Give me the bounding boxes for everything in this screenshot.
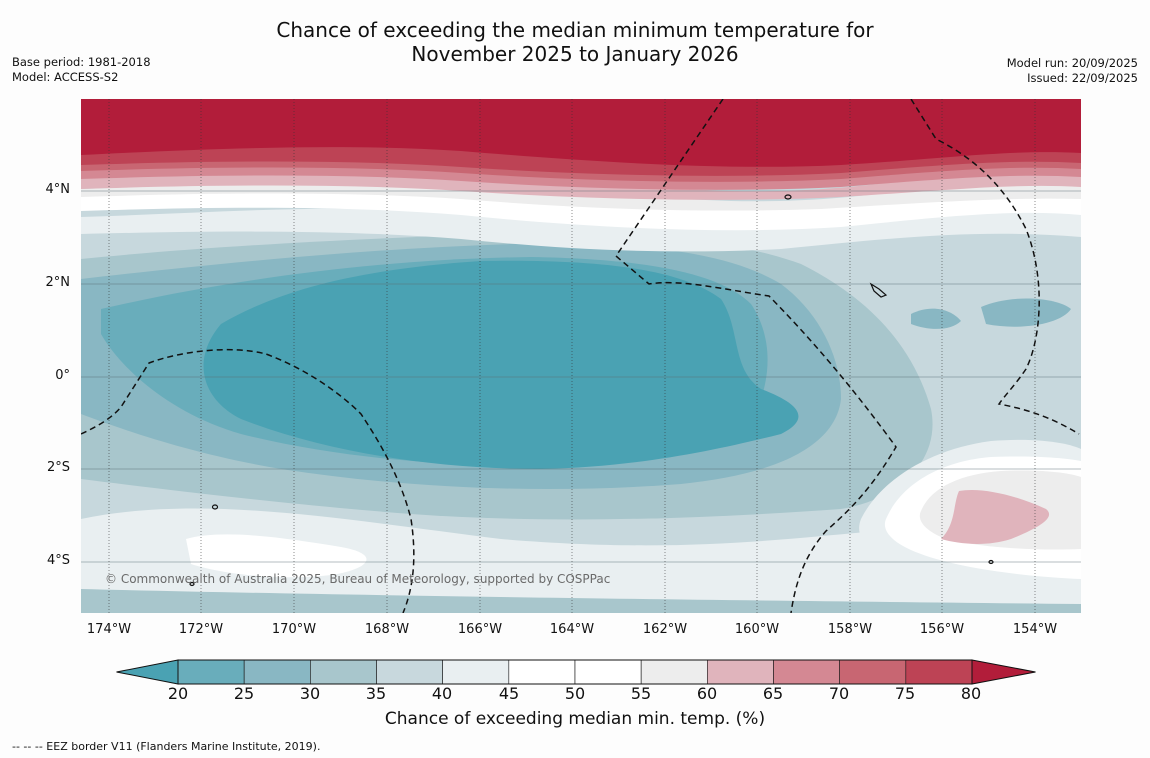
colorbar-segment bbox=[177, 659, 245, 685]
colorbar-segment bbox=[243, 659, 311, 685]
colorbar-tick-80: 80 bbox=[960, 684, 982, 703]
issued-date: Issued: 22/09/2025 bbox=[1027, 71, 1138, 85]
colorbar-tick-30: 30 bbox=[299, 684, 321, 703]
colorbar-tick-20: 20 bbox=[167, 684, 189, 703]
colorbar-segment bbox=[574, 659, 642, 685]
lon-label-170w: 170°W bbox=[271, 622, 317, 637]
colorbar-segment bbox=[839, 659, 907, 685]
lon-label-166w: 166°W bbox=[457, 622, 503, 637]
contour-below-20 bbox=[203, 260, 799, 469]
copyright-notice: © Commonwealth of Australia 2025, Bureau… bbox=[105, 572, 611, 586]
lat-label-0: 0° bbox=[55, 368, 70, 383]
islands bbox=[189, 194, 994, 587]
map-area[interactable] bbox=[81, 99, 1081, 613]
lon-label-174w: 174°W bbox=[86, 622, 132, 637]
colorbar-tick-75: 75 bbox=[894, 684, 916, 703]
colorbar-segment bbox=[376, 659, 443, 685]
base-period: Base period: 1981-2018 bbox=[12, 55, 151, 69]
lon-label-168w: 168°W bbox=[364, 622, 410, 637]
colorbar-outline-right bbox=[971, 659, 1036, 685]
lon-label-156w: 156°W bbox=[919, 622, 965, 637]
lat-label-2s: 2°S bbox=[46, 460, 70, 475]
lon-label-158w: 158°W bbox=[827, 622, 873, 637]
colorbar-tick-65: 65 bbox=[762, 684, 784, 703]
model-run: Model run: 20/09/2025 bbox=[1006, 56, 1138, 70]
footer-eez-note: -- -- -- EEZ border V11 (Flanders Marine… bbox=[12, 740, 321, 753]
colorbar-tick-50: 50 bbox=[564, 684, 586, 703]
eastern-patch-2 bbox=[981, 298, 1071, 327]
contour-north-75-80 bbox=[81, 147, 1081, 176]
contour-south-edge bbox=[81, 589, 1081, 613]
eez-borders bbox=[81, 99, 1080, 613]
gridlines bbox=[81, 190, 1081, 563]
lon-label-164w: 164°W bbox=[549, 622, 595, 637]
colorbar-segment bbox=[442, 659, 510, 685]
colorbar-tick-70: 70 bbox=[828, 684, 850, 703]
colorbar-segment bbox=[707, 659, 774, 685]
colorbar-extend-low bbox=[116, 660, 178, 684]
lon-label-162w: 162°W bbox=[642, 622, 688, 637]
lat-label-4s: 4°S bbox=[46, 553, 70, 568]
contour-40-45-south bbox=[81, 508, 1081, 613]
colorbar-tick-35: 35 bbox=[365, 684, 387, 703]
colorbar-segment bbox=[905, 659, 973, 685]
lat-label-2n: 2°N bbox=[45, 275, 71, 290]
colorbar-tick-45: 45 bbox=[498, 684, 520, 703]
colorbar-tick-25: 25 bbox=[233, 684, 255, 703]
colorbar-segments bbox=[116, 659, 1036, 685]
colorbar-segment bbox=[310, 659, 377, 685]
meta-right: Model run: 20/09/2025 Issued: 22/09/2025 bbox=[1007, 56, 1138, 86]
meta-left: Base period: 1981-2018 Model: ACCESS-S2 bbox=[12, 55, 151, 85]
lat-label-4n: 4°N bbox=[45, 182, 71, 197]
lon-label-154w: 154°W bbox=[1012, 622, 1058, 637]
model-name: Model: ACCESS-S2 bbox=[12, 70, 119, 84]
map-svg bbox=[81, 99, 1081, 613]
contour-se-60-65 bbox=[941, 489, 1050, 544]
colorbar-tick-55: 55 bbox=[630, 684, 652, 703]
map-title: Chance of exceeding the median minimum t… bbox=[0, 18, 1150, 66]
colorbar-segment bbox=[508, 659, 576, 685]
colorbar-tick-60: 60 bbox=[696, 684, 718, 703]
title-line-1: Chance of exceeding the median minimum t… bbox=[276, 18, 874, 42]
eastern-patch-1 bbox=[911, 308, 961, 329]
lon-label-160w: 160°W bbox=[734, 622, 780, 637]
lon-label-172w: 172°W bbox=[178, 622, 224, 637]
colorbar-tick-40: 40 bbox=[431, 684, 453, 703]
colorbar-segment bbox=[773, 659, 840, 685]
contour-45-50-south bbox=[186, 534, 367, 578]
colorbar-label: Chance of exceeding median min. temp. (%… bbox=[384, 709, 766, 729]
colorbar-extend-high bbox=[972, 660, 1036, 684]
colorbar bbox=[116, 659, 1036, 685]
colorbar-segment bbox=[640, 659, 708, 685]
title-line-2: November 2025 to January 2026 bbox=[411, 42, 739, 66]
